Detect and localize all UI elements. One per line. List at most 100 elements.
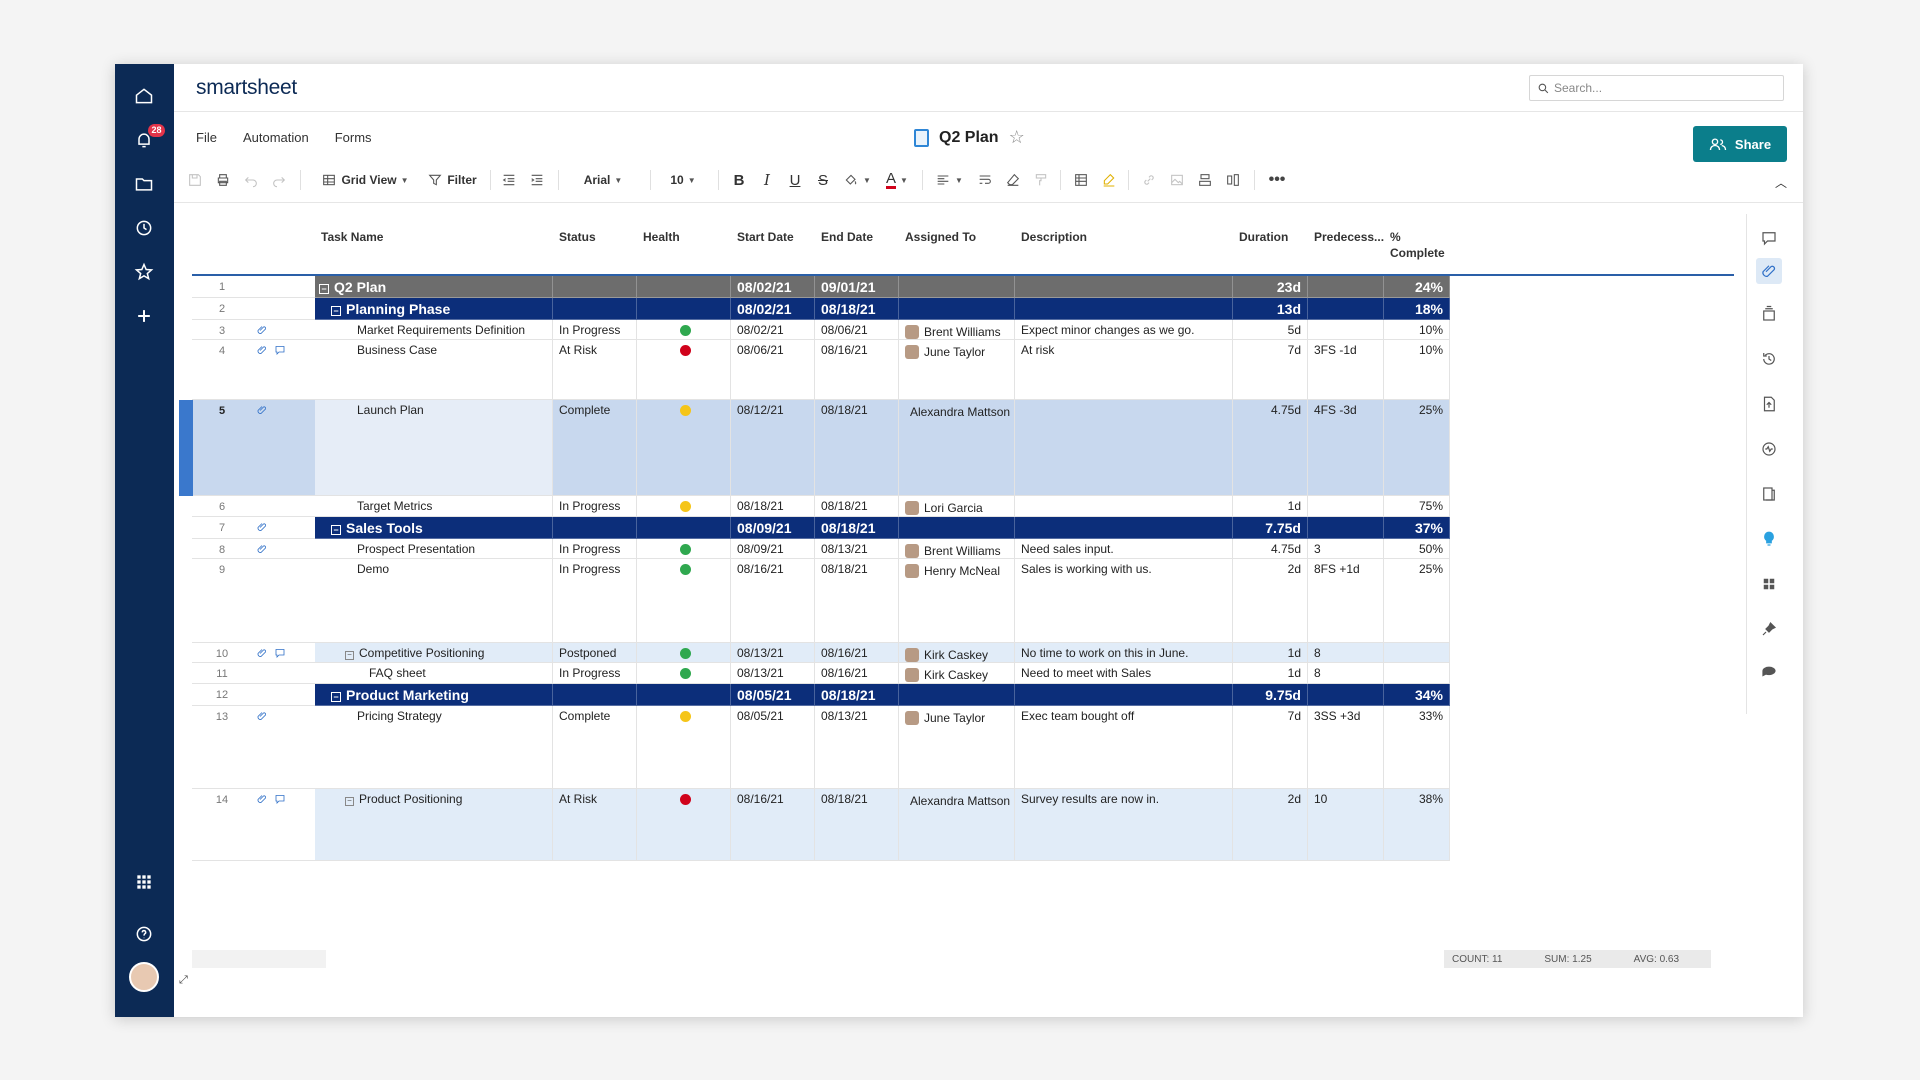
grid-view-dropdown[interactable]: Grid View ▼ (310, 167, 420, 193)
cell-duration[interactable]: 2d (1233, 559, 1308, 643)
recents-clock-icon[interactable] (124, 208, 164, 248)
table-row[interactable]: 3 Market Requirements Definition In Progre… (192, 320, 1714, 340)
cell-assigned[interactable]: Lori Garcia (899, 496, 1015, 517)
search-input[interactable]: Search... (1529, 75, 1784, 101)
cell-pred[interactable]: 8 (1308, 663, 1384, 684)
favorite-star-icon[interactable]: ☆ (1008, 127, 1025, 147)
pin-icon[interactable] (1759, 619, 1779, 639)
cell-status[interactable] (553, 298, 637, 320)
format-painter-icon[interactable] (1030, 167, 1052, 193)
cell-complete[interactable]: 25% (1384, 559, 1450, 643)
cell-start[interactable]: 08/18/21 (731, 496, 815, 517)
cell-end[interactable]: 08/16/21 (815, 663, 899, 684)
cell-task[interactable]: Business Case (315, 340, 553, 400)
row-number[interactable]: 13 (192, 706, 252, 789)
cell-start[interactable]: 08/16/21 (731, 559, 815, 643)
cell-desc[interactable]: No time to work on this in June. (1015, 643, 1233, 663)
cell-pred[interactable] (1308, 684, 1384, 706)
activity-log-icon[interactable] (1759, 349, 1779, 369)
col-header-start[interactable]: Start Date (737, 230, 794, 244)
ideas-lightbulb-icon[interactable] (1759, 529, 1779, 549)
table-row[interactable]: 6 Target Metrics In Progress 08/18/21 08/18/… (192, 496, 1714, 517)
cell-duration[interactable]: 7d (1233, 340, 1308, 400)
column-insert-icon[interactable] (1222, 167, 1244, 193)
cell-desc[interactable] (1015, 276, 1233, 298)
menu-automation[interactable]: Automation (242, 130, 309, 145)
cell-status[interactable]: In Progress (553, 496, 637, 517)
cell-status[interactable]: In Progress (553, 663, 637, 684)
cell-pred[interactable] (1308, 320, 1384, 340)
row-number[interactable]: 9 (192, 559, 252, 643)
col-header-end[interactable]: End Date (821, 230, 874, 244)
health-indicator[interactable] (680, 325, 691, 336)
cell-health[interactable] (637, 276, 731, 298)
forms-icon[interactable] (1759, 484, 1779, 504)
share-button[interactable]: Share (1693, 126, 1787, 162)
conditional-format-icon[interactable] (1070, 167, 1092, 193)
cell-complete[interactable]: 10% (1384, 340, 1450, 400)
cell-task[interactable]: − Planning Phase (315, 298, 553, 320)
cell-assigned[interactable] (899, 684, 1015, 706)
save-icon[interactable] (184, 167, 206, 193)
cell-assigned[interactable]: Kirk Caskey (899, 663, 1015, 684)
cell-health[interactable] (637, 706, 731, 789)
table-row[interactable]: 7 − Sales Tools 08/09/21 08/18/21 7.75d 37% (192, 517, 1714, 539)
collapse-toolbar-chevron-icon[interactable]: ︿ (1775, 176, 1788, 190)
cell-start[interactable]: 08/05/21 (731, 684, 815, 706)
cell-desc[interactable]: Sales is working with us. (1015, 559, 1233, 643)
cell-health[interactable] (637, 496, 731, 517)
collapse-toggle-icon[interactable]: − (345, 651, 354, 660)
collapse-toggle-icon[interactable]: − (345, 797, 354, 806)
apps-grid-icon[interactable] (124, 862, 164, 902)
cell-start[interactable]: 08/13/21 (731, 643, 815, 663)
collapse-toggle-icon[interactable]: − (319, 284, 329, 294)
health-indicator[interactable] (680, 794, 691, 805)
cell-complete[interactable]: 38% (1384, 789, 1450, 861)
fill-color-icon[interactable]: ▼ (840, 167, 874, 193)
attachment-icon[interactable] (256, 521, 268, 533)
undo-icon[interactable] (240, 167, 262, 193)
cell-health[interactable] (637, 298, 731, 320)
cell-assigned[interactable]: Alexandra Mattson (899, 789, 1015, 861)
table-row[interactable]: 11 FAQ sheet In Progress 08/13/21 08/16/21 Ki… (192, 663, 1714, 684)
cell-assigned[interactable] (899, 276, 1015, 298)
cell-status[interactable]: Postponed (553, 643, 637, 663)
cell-start[interactable]: 08/02/21 (731, 298, 815, 320)
cell-health[interactable] (637, 539, 731, 559)
cell-duration[interactable]: 2d (1233, 789, 1308, 861)
italic-icon[interactable]: I (764, 171, 770, 189)
comment-icon[interactable] (274, 647, 286, 659)
cell-assigned[interactable]: Brent Williams (899, 539, 1015, 559)
cell-end[interactable]: 08/16/21 (815, 643, 899, 663)
cell-pred[interactable]: 4FS -3d (1308, 400, 1384, 496)
menu-file[interactable]: File (196, 130, 217, 145)
print-icon[interactable] (212, 167, 234, 193)
cell-end[interactable]: 08/18/21 (815, 496, 899, 517)
cell-health[interactable] (637, 517, 731, 539)
cell-duration[interactable]: 1d (1233, 663, 1308, 684)
attachment-icon[interactable] (256, 324, 268, 336)
font-family-select[interactable]: Arial ▼ (583, 173, 623, 187)
health-indicator[interactable] (680, 564, 691, 575)
cell-desc[interactable]: Survey results are now in. (1015, 789, 1233, 861)
cell-task[interactable]: − Competitive Positioning (315, 643, 553, 663)
cell-duration[interactable]: 7d (1233, 706, 1308, 789)
outdent-icon[interactable] (498, 167, 520, 193)
publish-icon[interactable] (1759, 394, 1779, 414)
cell-assigned[interactable]: Brent Williams (899, 320, 1015, 340)
table-row[interactable]: 13 Pricing Strategy Complete 08/05/21 08/13/… (192, 706, 1714, 789)
cell-end[interactable]: 08/18/21 (815, 400, 899, 496)
cell-assigned[interactable]: Kirk Caskey (899, 643, 1015, 663)
cell-duration[interactable]: 4.75d (1233, 539, 1308, 559)
cell-complete[interactable]: 50% (1384, 539, 1450, 559)
attachment-icon[interactable] (256, 404, 268, 416)
cell-pred[interactable] (1308, 496, 1384, 517)
cell-start[interactable]: 08/09/21 (731, 517, 815, 539)
col-header-predecessors[interactable]: Predecess... (1314, 230, 1385, 244)
col-header-assigned[interactable]: Assigned To (905, 230, 977, 244)
cell-start[interactable]: 08/16/21 (731, 789, 815, 861)
cell-end[interactable]: 08/18/21 (815, 298, 899, 320)
highlight-changes-icon[interactable] (1098, 167, 1120, 193)
col-header-status[interactable]: Status (559, 230, 596, 244)
cell-task[interactable]: − Product Positioning (315, 789, 553, 861)
